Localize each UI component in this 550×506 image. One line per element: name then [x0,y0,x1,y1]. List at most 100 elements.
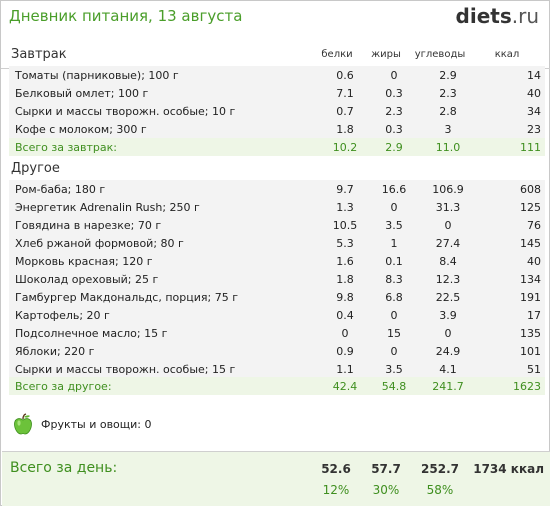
section-title-breakfast: Завтрак [11,47,67,62]
food-protein: 10.5 [332,219,358,232]
table-row: Картофель; 20 г 0.4 0 3.9 17 [9,306,545,324]
food-kcal: 14 [527,69,541,82]
total-carbs: 241.7 [432,380,464,393]
food-name: Сырки и массы творожн. особые; 10 г [15,105,236,118]
food-kcal: 608 [520,183,541,196]
food-protein: 0.9 [336,345,354,358]
food-name: Томаты (парниковые); 100 г [15,69,179,82]
total-protein: 10.2 [332,141,358,154]
food-kcal: 135 [520,327,541,340]
food-protein: 9.7 [336,183,354,196]
food-carbs: 4.1 [439,363,457,376]
section-title-other: Другое [11,161,60,176]
food-protein: 0.6 [336,69,354,82]
food-protein: 0 [341,327,349,340]
food-kcal: 191 [520,291,541,304]
food-carbs: 3.9 [439,309,457,322]
food-kcal: 40 [527,87,541,100]
food-carbs: 0 [444,219,452,232]
food-carbs: 31.3 [435,201,461,214]
total-protein: 42.4 [332,380,358,393]
table-row: Энергетик Adrenalin Rush; 250 г 1.3 0 31… [9,198,545,216]
table-row: Белковый омлет; 100 г 7.1 0.3 2.3 40 [9,84,545,102]
food-protein: 1.6 [336,255,354,268]
food-fat: 6.8 [385,291,403,304]
food-kcal: 145 [520,237,541,250]
page-title: Дневник питания, 13 августа [9,7,243,25]
table-row: Говядина в нарезке; 70 г 10.5 3.5 0 76 [9,216,545,234]
food-protein: 7.1 [336,87,354,100]
food-protein: 5.3 [336,237,354,250]
table-row: Подсолнечное масло; 15 г 0 15 0 135 [9,324,545,342]
food-fat: 0.3 [385,87,403,100]
food-kcal: 17 [527,309,541,322]
food-fat: 3.5 [385,363,403,376]
food-name: Говядина в нарезке; 70 г [15,219,162,232]
table-row: Сырки и массы творожн. особые; 15 г 1.1 … [9,360,545,378]
food-kcal: 101 [520,345,541,358]
food-fat: 15 [387,327,401,340]
food-name: Картофель; 20 г [15,309,110,322]
other-total-row: Всего за другое: 42.4 54.8 241.7 1623 [9,377,545,395]
day-protein: 52.6 [321,462,351,476]
total-kcal: 1623 [513,380,541,393]
day-total-label: Всего за день: [10,460,118,476]
total-kcal: 111 [520,141,541,154]
food-name: Подсолнечное масло; 15 г [15,327,168,340]
food-kcal: 125 [520,201,541,214]
food-kcal: 34 [527,105,541,118]
logo-tld: .ru [511,4,539,28]
total-fat: 54.8 [381,380,407,393]
day-carbs: 252.7 [421,462,459,476]
site-logo[interactable]: diets.ru [456,4,539,28]
table-row: Яблоки; 220 г 0.9 0 24.9 101 [9,342,545,360]
food-carbs: 22.5 [435,291,461,304]
col-header-carbs: углеводы [414,49,466,60]
food-fat: 0 [390,309,398,322]
food-protein: 9.8 [336,291,354,304]
food-kcal: 23 [527,123,541,136]
food-carbs: 106.9 [432,183,464,196]
food-protein: 1.8 [336,273,354,286]
food-kcal: 40 [527,255,541,268]
food-fat: 0.3 [385,123,403,136]
food-name: Шоколад ореховый; 25 г [15,273,159,286]
day-fat-pct: 30% [372,483,400,497]
food-protein: 0.4 [336,309,354,322]
food-name: Яблоки; 220 г [15,345,95,358]
food-protein: 0.7 [336,105,354,118]
food-carbs: 24.9 [435,345,461,358]
total-label: Всего за другое: [15,380,112,393]
table-row: Гамбургер Макдональдс, порция; 75 г 9.8 … [9,288,545,306]
food-fat: 0 [390,201,398,214]
total-fat: 2.9 [385,141,403,154]
breakfast-header: Завтрак белки жиры углеводы ккал [1,41,550,69]
col-header-protein: белки [321,49,353,60]
food-name: Морковь красная; 120 г [15,255,153,268]
table-row: Хлеб ржаной формовой; 80 г 5.3 1 27.4 14… [9,234,545,252]
day-protein-pct: 12% [322,483,350,497]
day-kcal: 1734 ккал [473,462,544,476]
food-fat: 1 [390,237,398,250]
food-carbs: 2.9 [439,69,457,82]
food-fat: 0 [390,345,398,358]
food-carbs: 2.8 [439,105,457,118]
food-fat: 3.5 [385,219,403,232]
food-carbs: 3 [444,123,452,136]
col-header-kcal: ккал [494,49,520,60]
day-fat: 57.7 [371,462,401,476]
food-fat: 16.6 [381,183,407,196]
food-name: Хлеб ржаной формовой; 80 г [15,237,184,250]
food-fat: 8.3 [385,273,403,286]
food-name: Ром-баба; 180 г [15,183,106,196]
food-kcal: 51 [527,363,541,376]
food-protein: 1.1 [336,363,354,376]
food-carbs: 2.3 [439,87,457,100]
breakfast-total-row: Всего за завтрак: 10.2 2.9 11.0 111 [9,138,545,156]
food-carbs: 12.3 [435,273,461,286]
table-row: Сырки и массы творожн. особые; 10 г 0.7 … [9,102,545,120]
fruits-label: Фрукты и овощи: 0 [41,418,152,431]
food-carbs: 8.4 [439,255,457,268]
food-carbs: 27.4 [435,237,461,250]
